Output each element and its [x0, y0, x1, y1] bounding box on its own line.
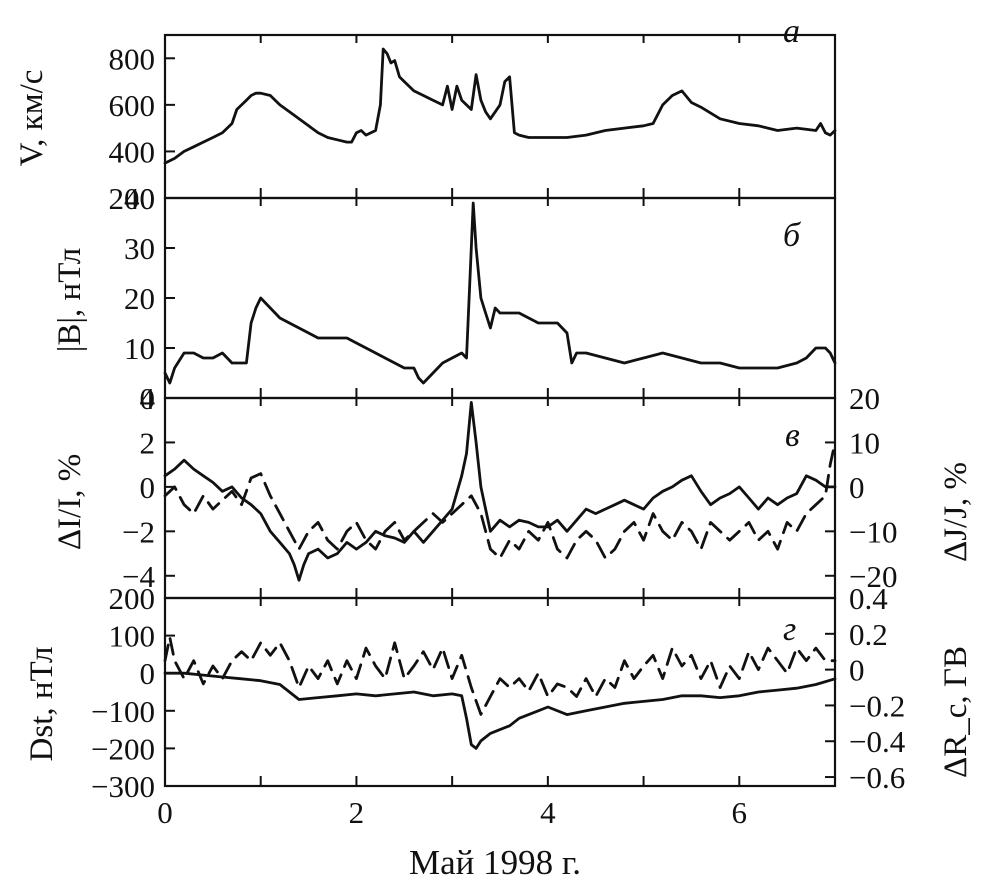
panel-a-solid-series-line — [163, 47, 837, 165]
y2-tick-label: −0.2 — [849, 688, 905, 723]
y2-tick-label: 10 — [849, 425, 880, 460]
x-tick-label: 4 — [540, 795, 556, 830]
x-tick-label: 0 — [157, 795, 173, 830]
y-tick-label: 20 — [124, 281, 155, 316]
panel-b-y-axis-label: |B|, нТл — [52, 248, 88, 352]
y-tick-label: 0 — [140, 656, 156, 691]
panel-d-y-axis-label-left: Dst, нТл — [24, 647, 60, 762]
y2-tick-label: 0.2 — [849, 617, 888, 652]
panel-a: 200 400 600 800 V, км/с а — [14, 13, 837, 216]
panel-b-y-ticks: 0 10 20 30 40 — [124, 181, 175, 416]
delta-r-label-main: ΔR_c, ГВ — [938, 646, 974, 778]
panel-c-y-axis-label-left: ΔI/I, % — [52, 454, 88, 550]
y-tick-label: 40 — [124, 181, 155, 216]
panel-d-series — [163, 636, 837, 750]
panel-a-y-axis-label: V, км/с — [14, 70, 50, 167]
y2-tick-label: 0.4 — [849, 581, 888, 616]
panel-b-x-ticks — [164, 198, 836, 398]
y2-tick-label: 20 — [849, 381, 880, 416]
panel-a-frame — [163, 33, 837, 200]
panel-d-letter: г — [783, 611, 796, 648]
y-tick-label: 2 — [140, 425, 156, 460]
panel-d-solid-series-line — [163, 671, 837, 750]
y2-tick-label: −0.4 — [849, 724, 906, 759]
y-tick-label: 800 — [109, 41, 156, 76]
panel-b-letter: б — [783, 217, 802, 254]
y-tick-label: 600 — [109, 88, 156, 123]
y2-tick-label: 0 — [849, 470, 865, 505]
panel-c-dashed-series-line — [163, 441, 837, 560]
y-tick-label: 100 — [109, 619, 156, 654]
panel-c-y-ticks-right: −20 −10 0 10 20 — [825, 381, 897, 594]
y-tick-label: −4 — [122, 559, 155, 594]
panel-b: 0 10 20 30 40 |B|, нТл б — [52, 181, 837, 416]
panel-a-y-ticks: 200 400 600 800 — [109, 41, 175, 216]
y-tick-label: 200 — [109, 181, 156, 216]
panel-d-frame — [163, 596, 837, 788]
panel-d-dashed-series-line — [163, 636, 837, 716]
panel-a-series — [163, 47, 837, 165]
panel-c-series — [163, 401, 837, 582]
y-tick-label: 400 — [109, 134, 156, 169]
y-tick-label: 10 — [124, 331, 155, 366]
y-tick-label: −300 — [91, 769, 155, 804]
panel-d-y-ticks-right: −0.6−0.4−0.200.20.4 — [825, 581, 906, 795]
y-tick-label: 0 — [140, 470, 156, 505]
x-tick-label: 2 — [349, 795, 365, 830]
y-tick-label: 200 — [109, 581, 156, 616]
panel-c-y-ticks-left: −4 −2 0 2 4 — [122, 381, 175, 594]
x-axis-label: Май 1998 г. — [409, 843, 581, 882]
panel-c-y-axis-label-right: ΔJ/J, % — [938, 462, 974, 562]
panel-d-x-ticks: 0 2 4 6 — [157, 598, 836, 830]
panel-c-letter: в — [785, 417, 800, 454]
y2-tick-label: −10 — [849, 514, 897, 549]
x-tick-label: 6 — [732, 795, 748, 830]
panel-c-x-ticks — [164, 398, 836, 598]
panel-c-frame — [163, 396, 837, 600]
panel-c-solid-series-line — [163, 401, 837, 582]
y2-tick-label: 0 — [849, 653, 865, 688]
panel-a-letter: а — [783, 13, 800, 50]
y-tick-label: 4 — [140, 381, 156, 416]
panel-d-y-axis-label-right: ΔR_c, ГВ — [938, 646, 974, 778]
panel-b-series — [163, 201, 837, 385]
panel-a-x-ticks — [164, 35, 836, 198]
y-tick-label: −100 — [91, 694, 155, 729]
panel-b-solid-series-line — [163, 201, 837, 385]
y2-tick-label: −0.6 — [849, 760, 905, 795]
y-tick-label: 0 — [140, 381, 156, 416]
y2-tick-label: −20 — [849, 559, 897, 594]
y-tick-label: −200 — [91, 731, 155, 766]
y-tick-label: −2 — [122, 514, 155, 549]
y-tick-label: 30 — [124, 231, 155, 266]
